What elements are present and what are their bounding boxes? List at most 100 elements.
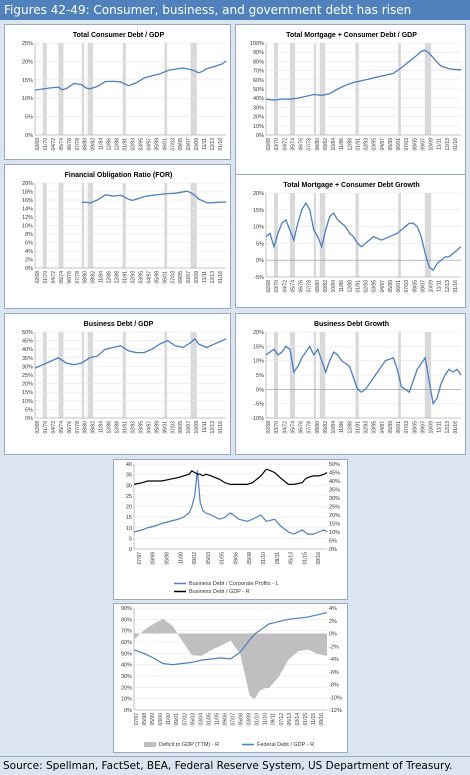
- x-tick-label: 11/15: [311, 713, 317, 725]
- chart-panel-total-consumer-debt-gdp: Total Consumer Debt / GDP 0% 5% 10% 15% 20% 25…: [4, 24, 231, 160]
- y2-tick-label: -6%: [329, 670, 339, 676]
- x-tick-label: 10/09: [194, 138, 200, 151]
- x-tick-label: 05/99: [388, 280, 394, 293]
- x-tick-label: 04/97: [146, 138, 152, 151]
- x-tick-label: 02/93: [364, 421, 370, 434]
- x-tick-label: 02/93: [130, 138, 136, 151]
- y-tick-label: 0%: [25, 133, 33, 139]
- x-tick-label: 09/06: [233, 552, 239, 565]
- x-tick-label: 12/88: [115, 271, 121, 284]
- y-tick-label: 18%: [22, 190, 33, 196]
- x-tick-label: 07/78: [75, 421, 81, 434]
- x-tick-label: 02/68: [266, 421, 272, 434]
- x-tick-label: 12/88: [347, 280, 353, 293]
- x-tick-label: 01/16: [453, 138, 459, 151]
- y-tick-label: 70%: [121, 629, 132, 635]
- y-tick-label: 35%: [22, 356, 33, 362]
- chart-total-mortgage-consumer-debt-growth: Total Mortgage + Consumer Debt Growth -5%…: [253, 182, 462, 293]
- x-tick-label: 08/05: [412, 280, 418, 293]
- x-tick-label: 01/70: [43, 271, 49, 284]
- y-tick-label: 0: [129, 547, 132, 553]
- chart-title: Business Debt / GDP: [84, 321, 154, 328]
- y2-tick-label: -2%: [329, 644, 339, 650]
- x-tick-label: 01/91: [123, 271, 129, 284]
- x-tick-label: 07/03: [404, 280, 410, 293]
- chart-panel-business-debt-gdp: Business Debt / GDP 0% 5% 10% 15% 20% 25% 30% 35…: [4, 313, 231, 455]
- y-tick-label: 10%: [22, 96, 33, 102]
- chart-title: Total Mortgage + Consumer Debt Growth: [283, 182, 419, 189]
- x-tick-label: 12/13: [210, 271, 216, 284]
- y2-tick-label: -10%: [329, 695, 342, 701]
- chart-panel-business-debt-profits: 0 5 10 15 20 25 30 35 40 0% 5% 10% 15% 20% 25% 30% 35% 40…: [113, 459, 348, 600]
- x-tick-label: 04/97: [146, 421, 152, 434]
- x-tick-label: 03/14: [295, 713, 301, 726]
- x-tick-label: 06/01: [396, 421, 402, 434]
- x-tick-label: 03/95: [138, 138, 144, 151]
- recession-bar: [122, 43, 126, 135]
- x-tick-label: 04/97: [380, 138, 386, 151]
- x-tick-label: 03/95: [372, 138, 378, 151]
- x-tick-label: 06/01: [396, 138, 402, 151]
- x-tick-label: 09/06: [222, 713, 228, 726]
- x-tick-label: 05/08: [239, 713, 245, 726]
- y-tick-label: 50%: [253, 87, 264, 93]
- y-tick-label: -5%: [254, 275, 264, 281]
- x-tick-label: 03/00: [158, 713, 164, 726]
- y-tick-label: 20%: [22, 59, 33, 65]
- x-tick-label: 09/82: [323, 138, 329, 151]
- y-tick-label: 6%: [25, 241, 33, 247]
- y-tick-label: 5%: [256, 373, 264, 379]
- y-tick-label: 12%: [22, 215, 33, 221]
- x-tick-label: 12/13: [210, 138, 216, 151]
- x-tick-label: 04/72: [282, 280, 288, 293]
- x-tick-label: 02/68: [35, 138, 41, 151]
- x-tick-label: 09/82: [91, 138, 97, 151]
- y2-tick-label: 40%: [329, 479, 340, 485]
- x-tick-label: 09/07: [420, 421, 426, 434]
- y-tick-label: 90%: [121, 606, 132, 612]
- x-tick-label: 01/91: [355, 138, 361, 151]
- x-tick-label: 05/99: [154, 421, 160, 434]
- x-tick-label: 11/84: [99, 138, 105, 150]
- x-tick-label: 11/10: [263, 713, 269, 725]
- x-tick-label: 01/70: [43, 421, 49, 434]
- y-tick-label: 10: [126, 526, 132, 532]
- x-tick-label: 04/72: [51, 138, 57, 151]
- y-tick-label: 10%: [22, 224, 33, 230]
- y2-tick-label: 4%: [329, 606, 337, 612]
- x-tick-label: 01/70: [43, 138, 49, 151]
- y2-tick-label: 20%: [329, 513, 340, 519]
- y-tick-label: 20%: [121, 685, 132, 691]
- x-tick-label: 07/78: [75, 271, 81, 284]
- y-tick-label: 35: [126, 473, 132, 479]
- y-tick-label: 0%: [256, 133, 264, 139]
- legend-swatch: [144, 742, 156, 747]
- y2-tick-label: 35%: [329, 488, 340, 494]
- y-tick-label: -5%: [254, 402, 264, 408]
- x-tick-label: 03/70: [274, 280, 280, 293]
- x-tick-label: 09/01: [174, 713, 180, 726]
- x-tick-label: 01/05: [220, 552, 226, 565]
- y-tick-label: 16%: [22, 198, 33, 204]
- x-tick-label: 06/01: [162, 271, 168, 284]
- x-tick-label: 11/11: [437, 138, 443, 150]
- x-tick-label: 08/05: [412, 138, 418, 151]
- series-line: [133, 611, 328, 666]
- x-tick-label: 08/80: [315, 421, 321, 434]
- x-tick-label: 07/03: [404, 138, 410, 151]
- x-tick-label: 05/74: [290, 280, 296, 293]
- x-tick-label: 01/16: [453, 421, 459, 434]
- x-tick-label: 05/74: [59, 271, 65, 284]
- x-tick-label: 09/16: [316, 552, 322, 565]
- x-tick-label: 03/95: [372, 421, 378, 434]
- y-tick-label: 45%: [22, 339, 33, 345]
- x-tick-label: 10/84: [331, 421, 337, 434]
- header-title: Figures 42-49: Consumer, business, and g…: [0, 0, 470, 20]
- x-tick-label: 11/11: [202, 271, 208, 283]
- x-tick-label: 03/70: [274, 138, 280, 151]
- x-tick-label: 01/91: [355, 280, 361, 293]
- y2-tick-label: 25%: [329, 505, 340, 511]
- chart-business-debt-growth: Business Debt Growth -10% -5% 0% 5% 10% 15% 20%…: [251, 321, 462, 434]
- series-line: [265, 345, 462, 406]
- y-tick-label: 30%: [253, 105, 264, 111]
